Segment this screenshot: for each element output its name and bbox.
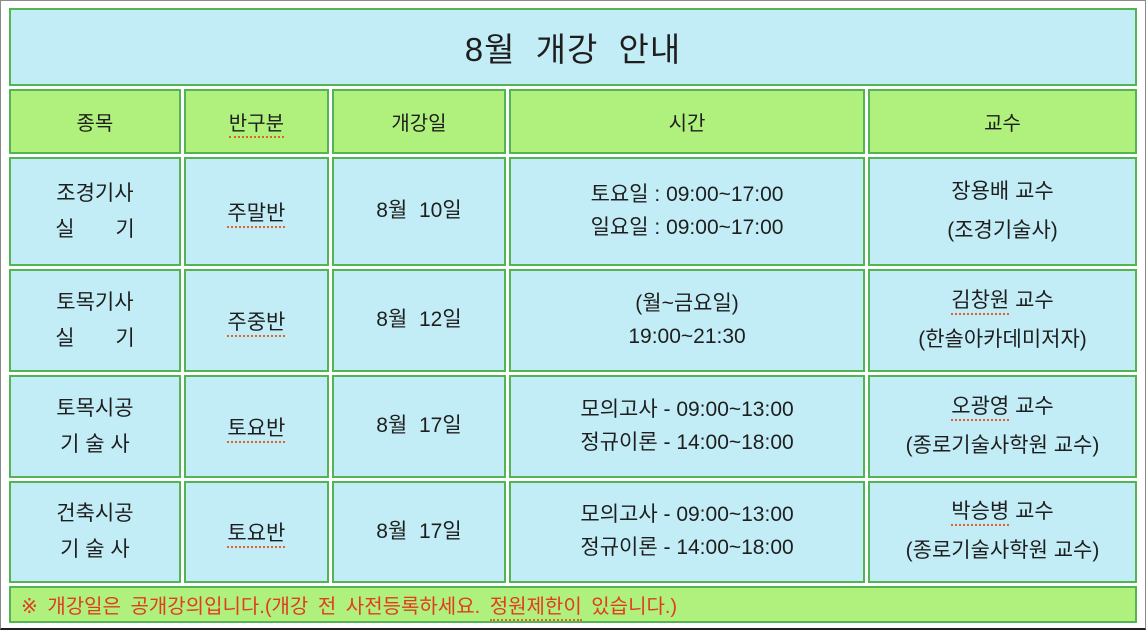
class-type-cell: 토요반 [183,375,329,478]
professor-cell: 박승병 교수 (종로기술사학원 교수) [868,481,1137,583]
subject-cell: 토목시공 기 술 사 [9,375,181,478]
start-date-cell: 8월 17일 [331,481,507,583]
start-date-cell: 8월 17일 [331,375,507,478]
table-row: 토목기사 실 기 주중반 8월 12일 (월~금요일) 19:00~21:30 … [9,269,1137,372]
col-header-professor: 교수 [868,89,1137,154]
table-row: 토목시공 기 술 사 토요반 8월 17일 모의고사 - 09:00~13:00… [9,375,1137,478]
page-title: 8월 개강 안내 [464,31,682,68]
col-header-start-date: 개강일 [331,89,507,154]
table-row: 조경기사 실 기 주말반 8월 10일 토요일 : 09:00~17:00 일요… [9,157,1137,266]
class-type-cell: 주중반 [183,269,329,372]
col-header-class-type: 반구분 [183,89,329,154]
table-title-cell: 8월 개강 안내 [9,8,1137,86]
course-schedule-table: 8월 개강 안내 종목 반구분 개강일 시간 교수 조경기사 실 기 [6,5,1140,626]
start-date-cell: 8월 12일 [331,269,507,372]
subject-cell: 토목기사 실 기 [9,269,181,372]
professor-cell: 김창원 교수 (한솔아카데미저자) [868,269,1137,372]
professor-note: (종로기술사학원 교수) [905,433,1100,457]
professor-note: (종로기술사학원 교수) [905,539,1100,562]
col-header-time: 시간 [509,89,866,154]
class-type-cell: 토요반 [183,481,329,583]
subject-cell: 건축시공 기 술 사 [9,481,181,583]
footer-notice: ※ 개강일은 공개강의입니다.(개강 전 사전등록하세요. 정원제한이 있습니다… [9,586,1137,623]
professor-cell: 오광영 교수 (종로기술사학원 교수) [868,375,1137,478]
subject-cell: 조경기사 실 기 [9,157,181,266]
start-date-cell: 8월 10일 [331,157,507,266]
professor-note: (조경기술사) [947,218,1058,242]
professor-note: (한솔아카데미저자) [918,327,1087,351]
class-type-cell: 주말반 [183,157,329,266]
time-cell: 모의고사 - 09:00~13:00 정규이론 - 14:00~18:00 [509,481,866,583]
time-cell: 토요일 : 09:00~17:00 일요일 : 09:00~17:00 [509,157,866,266]
time-cell: (월~금요일) 19:00~21:30 [509,269,866,372]
time-cell: 모의고사 - 09:00~13:00 정규이론 - 14:00~18:00 [509,375,866,478]
professor-cell: 장용배 교수 (조경기술사) [868,157,1137,266]
table-row: 건축시공 기 술 사 토요반 8월 17일 모의고사 - 09:00~13:00… [9,481,1137,583]
col-header-subject: 종목 [9,89,181,154]
